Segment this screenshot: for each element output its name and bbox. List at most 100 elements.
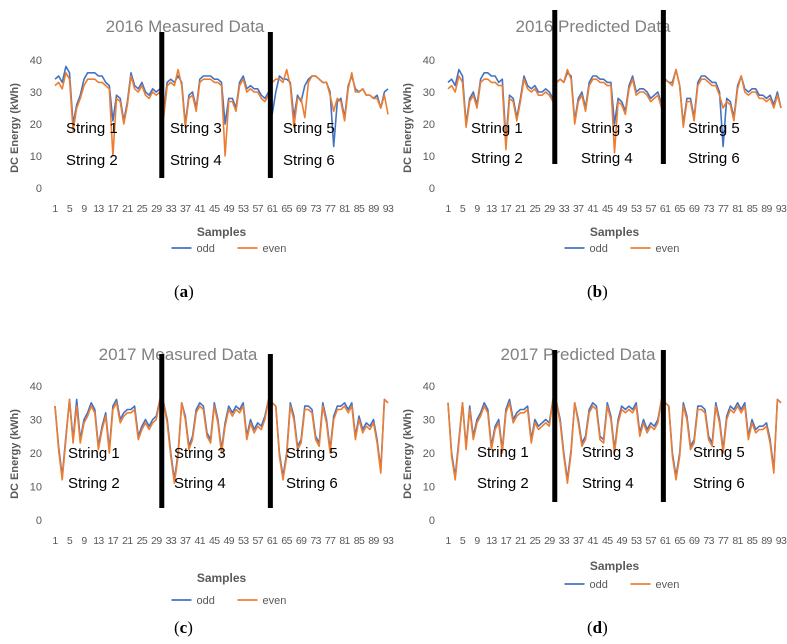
string-label: String 1 <box>68 445 120 462</box>
x-tick-label: 17 <box>108 203 119 215</box>
x-tick-label: 21 <box>122 203 133 215</box>
x-tick-label: 77 <box>325 535 336 547</box>
y-tick-label: 30 <box>30 415 42 427</box>
string-label: String 6 <box>283 152 335 169</box>
x-tick-label: 73 <box>310 203 321 215</box>
x-tick-label: 45 <box>209 203 220 215</box>
legend-label-odd: odd <box>590 579 608 591</box>
y-tick-label: 40 <box>30 381 42 393</box>
string-label: String 4 <box>582 475 634 492</box>
string-label: String 5 <box>688 120 740 137</box>
x-tick-label: 65 <box>674 535 685 547</box>
legend-label-even: even <box>656 243 680 255</box>
series-line-even <box>447 398 782 484</box>
x-tick-label: 81 <box>732 203 743 215</box>
x-tick-label: 9 <box>81 535 87 547</box>
series-line-even <box>54 68 389 157</box>
legend-label-odd: odd <box>197 243 215 255</box>
x-tick-label: 61 <box>660 203 671 215</box>
chart-title: 2016 Measured Data <box>106 17 265 36</box>
string-label: String 1 <box>477 444 529 461</box>
x-tick-label: 13 <box>93 203 104 215</box>
x-tick-label: 29 <box>544 203 555 215</box>
x-tick-label: 61 <box>267 535 278 547</box>
y-tick-label: 10 <box>30 482 42 494</box>
x-tick-label: 77 <box>325 203 336 215</box>
y-tick-label: 20 <box>423 119 435 131</box>
x-tick-label: 57 <box>645 203 656 215</box>
x-tick-label: 45 <box>602 535 613 547</box>
x-tick-label: 25 <box>530 535 541 547</box>
x-tick-label: 69 <box>296 203 307 215</box>
caption-a: (a) <box>174 282 194 301</box>
string-label: String 2 <box>477 475 529 492</box>
y-axis-label: DC Energy (kWh) <box>9 409 21 499</box>
y-tick-label: 40 <box>30 55 42 67</box>
x-tick-label: 81 <box>339 203 350 215</box>
x-tick-label: 13 <box>93 535 104 547</box>
x-tick-label: 33 <box>559 535 570 547</box>
panel-d: 2017 Predicted Data 0 10 20 30 40 DC Energy (k… <box>393 322 787 644</box>
y-axis-label: DC Energy (kWh) <box>9 83 21 173</box>
region-divider <box>660 350 666 502</box>
x-tick-label: 37 <box>573 203 584 215</box>
string-label: String 1 <box>471 120 523 137</box>
x-tick-label: 5 <box>460 535 466 547</box>
region-divider <box>660 10 666 164</box>
panel-a: 2016 Measured Data 0 10 20 30 40 DC Energy (kW… <box>0 0 395 322</box>
x-tick-label: 21 <box>515 203 526 215</box>
x-tick-label: 89 <box>761 535 772 547</box>
string-label: String 4 <box>170 152 222 169</box>
legend-label-odd: odd <box>197 595 215 607</box>
x-tick-label: 49 <box>223 203 234 215</box>
chart-c: 2017 Measured Data 0 10 20 30 40 DC Energy (kW… <box>9 345 395 607</box>
x-tick-label: 85 <box>354 203 365 215</box>
y-tick-label: 10 <box>30 151 42 163</box>
x-tick-label: 41 <box>195 535 206 547</box>
x-tick-label: 93 <box>776 535 787 547</box>
x-tick-label: 17 <box>501 203 512 215</box>
x-tick-label: 29 <box>151 535 162 547</box>
x-tick-label: 77 <box>718 535 729 547</box>
region-divider <box>552 350 558 502</box>
x-tick-label: 85 <box>354 535 365 547</box>
y-tick-label: 30 <box>423 87 435 99</box>
x-tick-label: 5 <box>67 203 73 215</box>
chart-title: 2017 Predicted Data <box>501 345 657 364</box>
string-label: String 3 <box>581 120 633 137</box>
caption-c: (c) <box>174 618 193 637</box>
x-tick-label: 53 <box>238 535 249 547</box>
string-label: String 2 <box>66 152 118 169</box>
string-label: String 3 <box>174 445 226 462</box>
x-tick-label: 73 <box>703 535 714 547</box>
x-tick-label: 13 <box>486 535 497 547</box>
region-divider <box>159 354 165 508</box>
x-tick-label: 57 <box>252 535 263 547</box>
y-tick-label: 0 <box>429 183 435 195</box>
x-tick-label: 1 <box>52 535 58 547</box>
x-tick-label: 89 <box>761 203 772 215</box>
x-tick-label: 77 <box>718 203 729 215</box>
x-tick-label: 37 <box>180 203 191 215</box>
region-divider <box>159 32 165 178</box>
y-axis-label: DC Energy (kWh) <box>402 409 414 499</box>
x-tick-label: 81 <box>732 535 743 547</box>
x-tick-label: 37 <box>180 535 191 547</box>
x-tick-label: 5 <box>460 203 466 215</box>
x-axis-label: Samples <box>197 225 247 239</box>
chart-title: 2017 Measured Data <box>99 345 258 364</box>
y-tick-label: 10 <box>423 151 435 163</box>
string-label: String 1 <box>66 120 118 137</box>
chart-title: 2016 Predicted Data <box>516 17 672 36</box>
y-tick-label: 20 <box>30 119 42 131</box>
x-tick-label: 9 <box>474 535 480 547</box>
x-tick-label: 93 <box>383 535 394 547</box>
series-line-even <box>447 68 782 154</box>
x-tick-label: 49 <box>616 535 627 547</box>
string-label: String 2 <box>68 475 120 492</box>
y-tick-label: 20 <box>423 448 435 460</box>
y-tick-label: 40 <box>423 381 435 393</box>
x-tick-label: 73 <box>310 535 321 547</box>
region-divider <box>267 32 273 178</box>
x-tick-label: 37 <box>573 535 584 547</box>
